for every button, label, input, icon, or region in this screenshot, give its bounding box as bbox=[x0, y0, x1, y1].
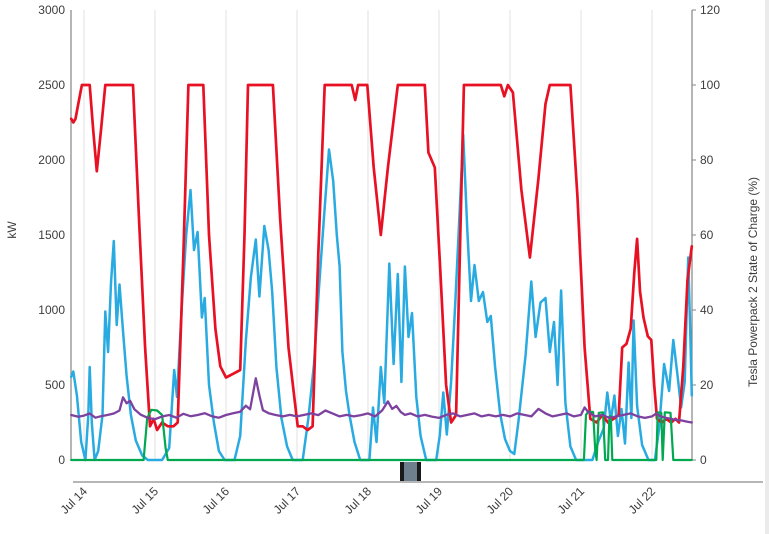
series-line-state-of-charge-pct bbox=[69, 83, 694, 432]
right-axis-tick-labels: 0 20 40 60 80 100 120 bbox=[700, 3, 720, 467]
x-tick-label: Jul 19 bbox=[413, 484, 446, 517]
right-tick-label: 0 bbox=[700, 453, 707, 467]
x-tick-label: Jul 18 bbox=[342, 484, 375, 517]
right-tick-label: 20 bbox=[700, 378, 714, 392]
x-tick-label: Jul 20 bbox=[484, 484, 517, 517]
x-tick-label: Jul 14 bbox=[58, 484, 91, 517]
x-tick-label: Jul 17 bbox=[271, 484, 304, 517]
right-axis-title: Tesla Powerpack 2 State of Charge (%) bbox=[746, 177, 760, 387]
left-tick-label: 1500 bbox=[38, 228, 65, 242]
left-tick-label: 500 bbox=[45, 378, 65, 392]
x-tick-label: Jul 15 bbox=[129, 484, 162, 517]
series-line-purple-load-kw bbox=[70, 377, 693, 424]
scrollbar[interactable] bbox=[73, 462, 763, 483]
left-tick-label: 2000 bbox=[38, 153, 65, 167]
x-axis-tick-labels: Jul 14 Jul 15 Jul 16 Jul 17 Jul 18 Jul 19 Jul … bbox=[58, 484, 659, 517]
left-axis-title: kW bbox=[5, 221, 19, 239]
right-tick-label: 80 bbox=[700, 153, 714, 167]
left-tick-label: 2500 bbox=[38, 78, 65, 92]
right-tick-label: 120 bbox=[700, 3, 720, 17]
scrollbar-thumb-grip[interactable] bbox=[404, 462, 417, 481]
right-tick-label: 60 bbox=[700, 228, 714, 242]
left-tick-label: 0 bbox=[58, 453, 65, 467]
left-tick-label: 1000 bbox=[38, 303, 65, 317]
left-axis-tick-labels: 0 500 1000 1500 2000 2500 3000 bbox=[38, 3, 65, 467]
series-line-green-power-kw bbox=[70, 408, 693, 462]
right-tick-label: 40 bbox=[700, 303, 714, 317]
right-tick-label: 100 bbox=[700, 78, 720, 92]
x-tick-label: Jul 22 bbox=[626, 484, 659, 517]
window-edge bbox=[765, 0, 769, 534]
x-tick-label: Jul 21 bbox=[555, 484, 588, 517]
left-tick-label: 3000 bbox=[38, 3, 65, 17]
series-lines bbox=[69, 83, 694, 462]
gridlines bbox=[83, 10, 653, 460]
x-tick-label: Jul 16 bbox=[200, 484, 233, 517]
